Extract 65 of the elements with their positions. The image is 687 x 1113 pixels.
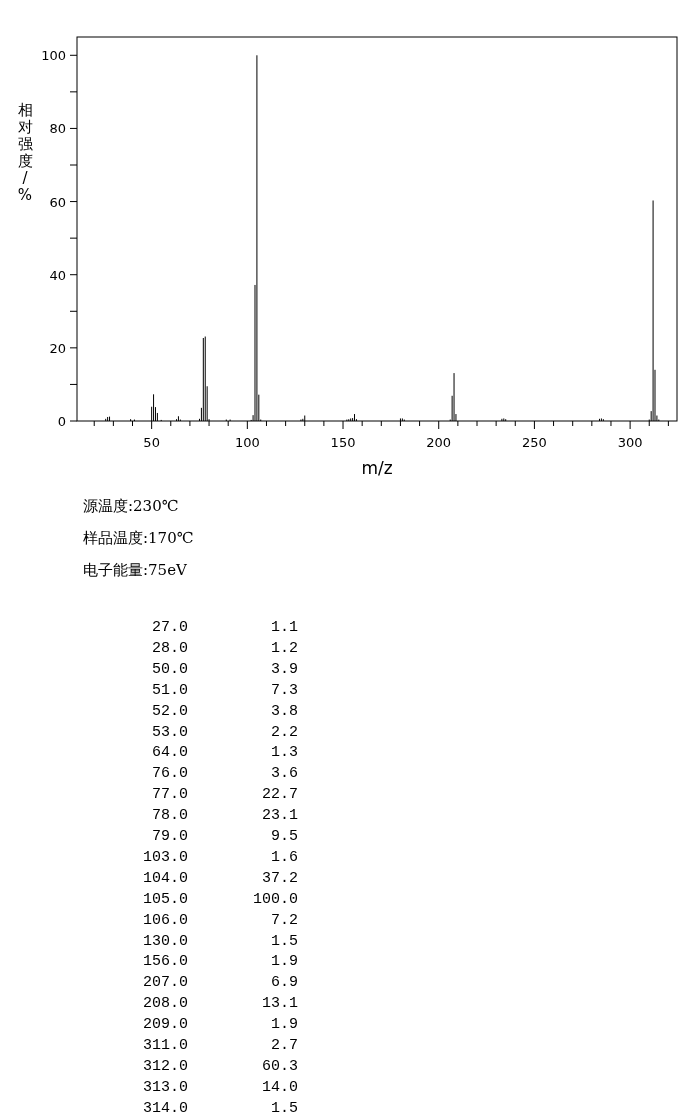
x-tick-label: 200: [426, 435, 452, 450]
x-tick-label: 100: [234, 435, 260, 450]
text: 105.0: [142, 890, 188, 908]
text: 312.0: [142, 1057, 188, 1075]
x-tick-label: 50: [143, 435, 160, 450]
text: 1.5: [270, 932, 298, 950]
text: 207.0: [142, 974, 188, 992]
text: 1.1: [270, 619, 298, 636]
text: 100.0: [252, 890, 298, 908]
text: 130.0: [142, 932, 188, 950]
text: 313.0: [142, 1078, 188, 1096]
text: 314.0: [142, 1099, 188, 1113]
text: 2.2: [270, 723, 298, 741]
text: 样品温度:170℃: [83, 529, 194, 547]
text: 52.0: [151, 702, 188, 720]
y-tick-label: 80: [49, 121, 66, 137]
text: 1.9: [270, 1016, 298, 1034]
text: 51.0: [151, 681, 188, 699]
text: 3.8: [270, 702, 298, 720]
y-tick-label: 40: [49, 267, 66, 283]
text: 208.0: [142, 995, 188, 1013]
text: 3.9: [270, 660, 298, 678]
y-tick-label: 0: [57, 414, 66, 429]
x-tick-label: 150: [330, 435, 356, 450]
x-tick-label: 250: [522, 435, 547, 450]
text: 104.0: [142, 869, 188, 887]
text: 27.0: [151, 619, 188, 636]
text: 311.0: [142, 1037, 188, 1054]
text: 2.7: [270, 1037, 298, 1054]
y-axis-title: 相对强度/%: [17, 101, 33, 204]
text: 209.0: [142, 1016, 188, 1034]
text: 6.9: [270, 974, 298, 992]
text: 23.1: [261, 807, 298, 825]
text: 77.0: [151, 786, 188, 804]
y-tick-label: 100: [41, 48, 66, 64]
text: 156.0: [142, 953, 188, 971]
text: 60.3: [261, 1057, 298, 1075]
text: 53.0: [151, 723, 188, 741]
text: 1.5: [270, 1099, 298, 1113]
text: 9.5: [270, 828, 298, 845]
text: 3.6: [270, 765, 298, 783]
text: 79.0: [151, 828, 188, 845]
text: 13.1: [261, 995, 298, 1013]
y-tick-label: 60: [49, 194, 66, 210]
text: 1.6: [270, 848, 298, 866]
text: 1.3: [270, 744, 298, 762]
text: 50.0: [151, 660, 188, 678]
text: 76.0: [151, 765, 188, 783]
text: 7.2: [270, 911, 298, 929]
text: 电子能量:75eV: [83, 561, 189, 579]
text: 103.0: [142, 848, 188, 866]
text: 14.0: [261, 1078, 298, 1096]
x-axis-title: m/z: [361, 458, 393, 478]
y-tick-label: 20: [49, 340, 66, 356]
text: 28.0: [151, 639, 188, 657]
text: 106.0: [142, 911, 188, 929]
text: 1.2: [270, 639, 298, 657]
x-tick-label: 300: [617, 435, 643, 450]
text: 7.3: [270, 681, 298, 699]
text: 源温度:230℃: [83, 497, 179, 515]
text: 64.0: [151, 744, 188, 762]
text: 22.7: [261, 786, 298, 804]
text: 1.9: [270, 953, 298, 971]
text: 37.2: [261, 869, 298, 887]
text: 78.0: [151, 807, 188, 825]
